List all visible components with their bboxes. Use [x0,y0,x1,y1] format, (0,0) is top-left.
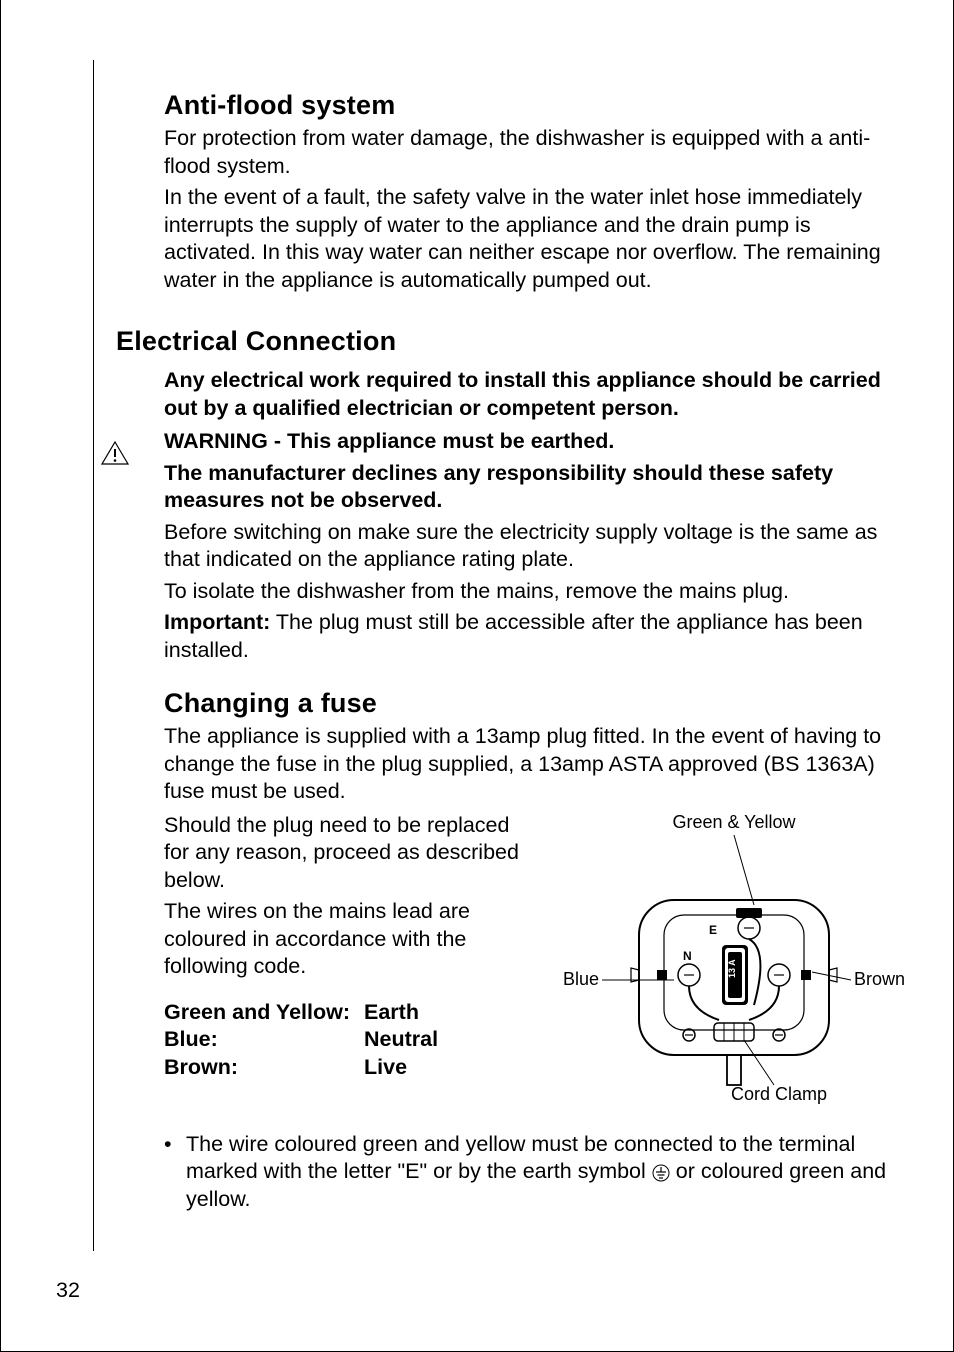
page: Anti-flood system For protection from wa… [0,0,954,1352]
electrical-warn2: The manufacturer declines any responsibi… [164,460,898,515]
electrical-p2: Before switching on make sure the electr… [164,519,898,574]
svg-text:N: N [683,949,692,963]
electrical-heading: Electrical Connection [116,326,898,357]
wire-row-gy: Green and Yellow: Earth [164,999,524,1027]
warning-triangle-icon [101,441,129,465]
electrical-warn1: WARNING - This appliance must be earthed… [164,428,898,456]
wire-blue-label: Blue: [164,1026,364,1054]
important-label: Important: [164,610,270,634]
fuse-p1: The appliance is supplied with a 13amp p… [164,723,898,806]
page-number: 32 [56,1278,80,1303]
fuse-heading: Changing a fuse [164,688,898,719]
content: Anti-flood system For protection from wa… [116,90,898,1213]
bullet-text: The wire coloured green and yellow must … [186,1131,898,1214]
plug-diagram: Green & Yellow Blue Brown Cord Clamp [544,810,914,1110]
earth-symbol-icon [652,1164,670,1182]
wires-text: Should the plug need to be replaced for … [164,810,524,1082]
bullet-marker: • [164,1131,186,1214]
plug-figure: Green & Yellow Blue Brown Cord Clamp [544,810,914,1115]
label-cord-clamp: Cord Clamp [731,1084,827,1104]
wire-blue-value: Neutral [364,1026,438,1054]
wire-gy-label: Green and Yellow: [164,999,364,1027]
fuse-p2: Should the plug need to be replaced for … [164,812,524,895]
wires-section: Should the plug need to be replaced for … [164,810,898,1115]
margin-rule [93,60,94,1251]
anti-flood-p1: For protection from water damage, the di… [164,125,898,180]
svg-text:E: E [709,923,717,937]
fuse-p3: The wires on the mains lead are coloured… [164,898,524,981]
wire-row-blue: Blue: Neutral [164,1026,524,1054]
electrical-p3: To isolate the dishwasher from the mains… [164,578,898,606]
wire-row-brown: Brown: Live [164,1054,524,1082]
wire-brown-value: Live [364,1054,407,1082]
svg-text:13 A: 13 A [727,959,737,978]
bullet-row: • The wire coloured green and yellow mus… [164,1131,898,1214]
label-green-yellow: Green & Yellow [672,812,796,832]
anti-flood-p2: In the event of a fault, the safety valv… [164,184,898,294]
electrical-p1: Any electrical work required to install … [164,367,898,422]
wire-brown-label: Brown: [164,1054,364,1082]
anti-flood-heading: Anti-flood system [164,90,898,121]
wire-gy-value: Earth [364,999,419,1027]
electrical-p4: Important: The plug must still be access… [164,609,898,664]
label-brown: Brown [854,969,905,989]
label-blue: Blue [563,969,599,989]
